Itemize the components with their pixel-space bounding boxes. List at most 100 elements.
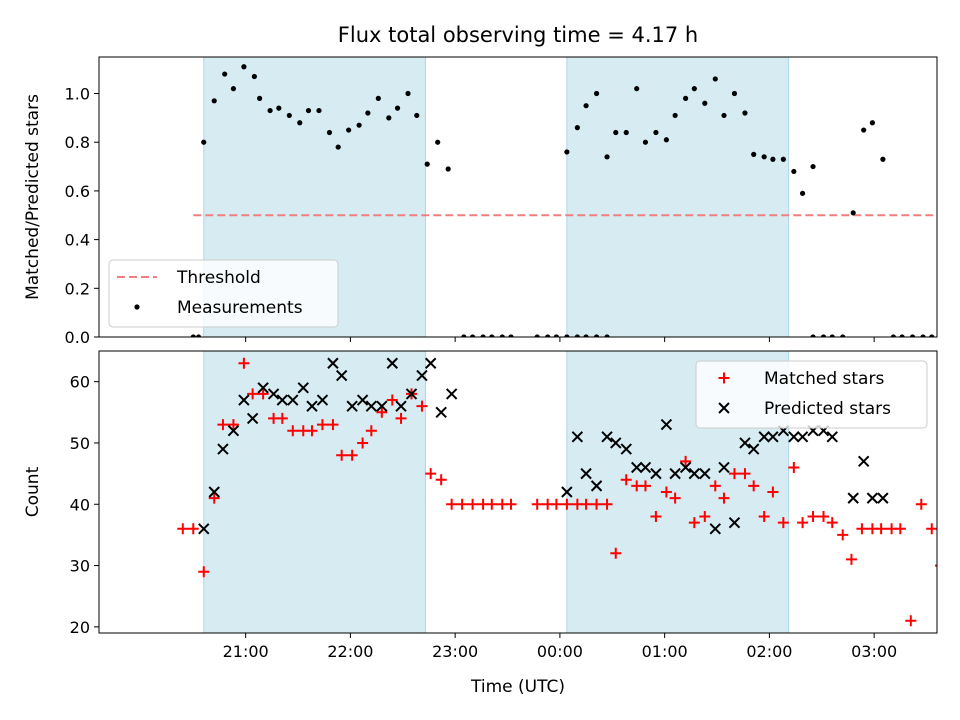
data-point <box>574 334 580 337</box>
data-point <box>564 334 570 337</box>
data-point <box>623 129 629 136</box>
data-point <box>316 394 329 406</box>
data-point <box>601 431 613 443</box>
data-point <box>688 467 701 480</box>
plot-frame <box>98 56 938 338</box>
data-point <box>669 467 681 480</box>
legend-label: Predicted stars <box>764 399 891 419</box>
data-point <box>739 468 751 480</box>
data-point <box>327 419 339 431</box>
data-point <box>767 486 779 498</box>
data-point <box>505 498 517 510</box>
data-point <box>590 480 603 492</box>
data-point <box>201 139 207 145</box>
legend-marker <box>134 304 140 310</box>
data-point <box>394 105 401 111</box>
data-point <box>601 498 613 510</box>
data-point <box>807 511 819 523</box>
data-point <box>198 566 210 578</box>
data-point <box>217 419 229 431</box>
data-point <box>610 547 622 559</box>
data-point <box>810 334 816 337</box>
data-point <box>414 112 420 119</box>
data-point <box>230 86 237 92</box>
data-point <box>198 523 210 535</box>
data-point <box>470 334 476 337</box>
data-point <box>591 498 603 510</box>
data-point <box>856 523 868 535</box>
legend-marker <box>718 402 730 414</box>
data-point <box>386 115 392 121</box>
data-point <box>788 461 800 473</box>
data-point <box>287 425 299 437</box>
legend-marker <box>718 372 730 384</box>
data-point <box>376 400 388 412</box>
data-point <box>699 467 711 480</box>
legend-box <box>695 360 928 429</box>
data-point <box>531 498 543 510</box>
data-point <box>634 86 640 92</box>
data-point <box>742 110 748 116</box>
data-point <box>287 394 299 406</box>
data-point <box>593 90 600 97</box>
data-point <box>610 437 622 449</box>
data-point <box>820 334 827 337</box>
data-point <box>425 468 437 480</box>
data-point <box>721 112 727 119</box>
data-point <box>208 492 220 504</box>
data-point <box>486 498 498 510</box>
y-tick-label: 0.4 <box>65 231 90 250</box>
data-point <box>672 112 678 119</box>
data-point <box>316 419 328 431</box>
x-tick-label: 01:00 <box>642 642 688 661</box>
data-point <box>267 388 280 400</box>
data-point <box>395 400 407 412</box>
data-point <box>826 431 838 443</box>
data-point <box>416 369 428 382</box>
data-point <box>238 357 250 369</box>
data-point <box>639 461 652 474</box>
data-point <box>424 161 430 167</box>
data-point <box>386 394 398 406</box>
data-point <box>365 425 377 437</box>
legend: Threshold Measurements <box>108 259 339 328</box>
data-point <box>467 498 479 510</box>
data-point <box>297 120 303 126</box>
data-point <box>564 149 570 155</box>
data-point <box>770 156 776 162</box>
data-point <box>660 418 673 431</box>
data-point <box>620 443 632 455</box>
data-point <box>461 334 467 337</box>
data-point <box>761 154 767 160</box>
legend-label: Threshold <box>176 268 261 288</box>
data-point <box>246 412 259 425</box>
data-point <box>702 100 708 106</box>
data-point <box>818 511 830 523</box>
data-point <box>257 388 269 400</box>
data-point <box>604 334 610 337</box>
x-axis-label: Time (UTC) <box>470 677 565 697</box>
data-point <box>561 498 573 510</box>
highlight-range <box>566 57 789 337</box>
data-point <box>327 357 339 369</box>
data-point <box>357 437 369 449</box>
top-panel: 0.0 0.2 0.4 0.6 0.8 1.0 Matched/Predicted star… <box>23 56 938 347</box>
data-point <box>866 492 879 504</box>
data-point <box>386 357 399 369</box>
data-point <box>195 334 202 337</box>
data-point <box>425 357 437 369</box>
legend: Matched stars Predicted stars <box>695 360 928 429</box>
data-point <box>660 486 672 498</box>
y-tick-label: 0.0 <box>65 328 90 347</box>
data-point <box>416 400 428 412</box>
data-point <box>688 517 700 529</box>
data-point <box>650 467 662 480</box>
data-point <box>580 498 592 510</box>
y-tick-label: 30 <box>70 557 90 576</box>
data-point <box>797 517 809 529</box>
data-point <box>222 71 228 77</box>
data-point <box>877 492 889 504</box>
x-tick-label: 03:00 <box>851 642 897 661</box>
y-axis-label: Matched/Predicted stars <box>23 94 43 300</box>
data-point <box>580 467 592 480</box>
